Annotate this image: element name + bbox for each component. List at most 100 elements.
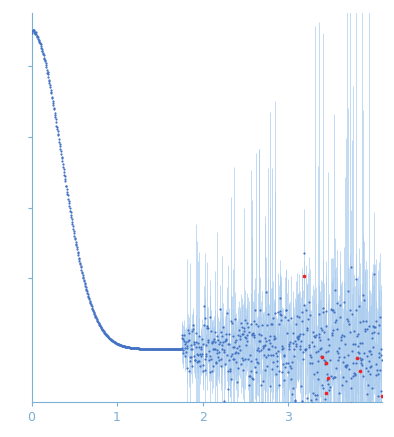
Point — [312, 391, 318, 398]
Point — [38, 45, 45, 52]
Point — [166, 346, 173, 353]
Point — [214, 332, 220, 339]
Point — [96, 320, 102, 327]
Point — [141, 345, 148, 352]
Point — [287, 339, 294, 346]
Point — [370, 324, 377, 331]
Point — [370, 343, 376, 350]
Point — [343, 364, 349, 371]
Point — [62, 177, 69, 184]
Point — [225, 340, 232, 347]
Point — [258, 382, 264, 388]
Point — [362, 407, 368, 414]
Point — [266, 332, 273, 339]
Point — [39, 48, 45, 55]
Point — [252, 364, 258, 371]
Point — [324, 376, 331, 383]
Point — [301, 302, 307, 309]
Point — [333, 316, 339, 323]
Point — [162, 346, 168, 353]
Point — [327, 373, 334, 380]
Point — [177, 346, 184, 353]
Point — [348, 375, 355, 382]
Point — [193, 359, 200, 366]
Point — [136, 345, 142, 352]
Point — [362, 325, 368, 332]
Point — [267, 383, 273, 390]
Point — [100, 327, 106, 334]
Point — [69, 216, 75, 223]
Point — [234, 379, 240, 386]
Point — [30, 27, 37, 34]
Point — [43, 60, 49, 67]
Point — [359, 361, 365, 368]
Point — [282, 306, 289, 313]
Point — [264, 310, 271, 317]
Point — [133, 345, 139, 352]
Point — [282, 313, 288, 320]
Point — [44, 67, 50, 74]
Point — [81, 276, 87, 283]
Point — [357, 354, 364, 361]
Point — [190, 322, 196, 329]
Point — [292, 337, 298, 344]
Point — [114, 340, 121, 347]
Point — [342, 361, 349, 368]
Point — [134, 345, 141, 352]
Point — [137, 345, 143, 352]
Point — [212, 345, 218, 352]
Point — [188, 346, 194, 353]
Point — [220, 323, 226, 330]
Point — [219, 333, 225, 340]
Point — [163, 346, 169, 353]
Point — [118, 342, 124, 349]
Point — [108, 336, 114, 343]
Point — [175, 346, 182, 353]
Point — [368, 329, 375, 336]
Point — [277, 295, 283, 302]
Point — [362, 318, 369, 325]
Point — [52, 112, 58, 119]
Point — [131, 345, 137, 352]
Point — [270, 359, 276, 366]
Point — [63, 183, 69, 190]
Point — [377, 366, 383, 373]
Point — [171, 346, 178, 353]
Point — [91, 309, 97, 316]
Point — [244, 320, 251, 327]
Point — [314, 392, 320, 399]
Point — [371, 271, 377, 277]
Point — [281, 351, 287, 358]
Point — [50, 99, 56, 106]
Point — [374, 329, 381, 336]
Point — [245, 382, 252, 388]
Point — [209, 340, 215, 347]
Point — [95, 319, 101, 326]
Point — [291, 353, 297, 360]
Point — [52, 114, 58, 121]
Point — [195, 343, 202, 350]
Point — [268, 321, 274, 328]
Point — [352, 370, 359, 377]
Point — [211, 335, 217, 342]
Point — [334, 347, 340, 354]
Point — [47, 81, 53, 88]
Point — [38, 43, 44, 50]
Point — [379, 357, 385, 364]
Point — [150, 345, 156, 352]
Point — [160, 346, 166, 353]
Point — [323, 308, 329, 315]
Point — [125, 344, 131, 351]
Point — [45, 71, 51, 78]
Point — [46, 77, 52, 84]
Point — [260, 378, 266, 385]
Point — [306, 343, 312, 350]
Point — [104, 332, 110, 339]
Point — [184, 344, 190, 351]
Point — [55, 131, 61, 138]
Point — [58, 150, 64, 157]
Point — [299, 317, 305, 324]
Point — [209, 368, 216, 375]
Point — [286, 343, 293, 350]
Point — [147, 345, 153, 352]
